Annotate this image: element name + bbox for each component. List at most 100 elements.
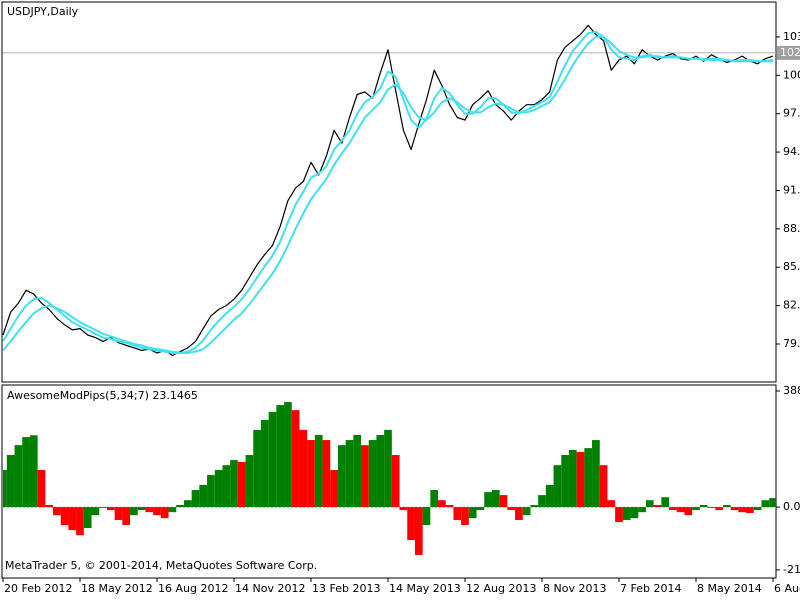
histogram-bar bbox=[199, 484, 208, 508]
chart-title: USDJPY,Daily bbox=[7, 5, 79, 18]
histogram-bar bbox=[468, 507, 477, 519]
moving-average bbox=[2, 35, 773, 354]
histogram-bar bbox=[715, 507, 723, 511]
histogram-bar bbox=[337, 445, 346, 508]
histogram-bar bbox=[638, 507, 646, 513]
histogram-bar bbox=[268, 411, 277, 508]
histogram-bar bbox=[314, 434, 323, 508]
histogram-bar bbox=[530, 504, 539, 508]
histogram-bar bbox=[692, 507, 700, 511]
histogram-bar bbox=[53, 507, 61, 516]
histogram-bar bbox=[307, 440, 315, 508]
histogram-bar bbox=[661, 497, 670, 508]
histogram-bar bbox=[399, 507, 408, 511]
histogram-bar bbox=[137, 507, 146, 511]
histogram-bar bbox=[276, 405, 285, 508]
histogram-bar bbox=[237, 461, 246, 508]
histogram-bar bbox=[214, 469, 223, 508]
histogram-bar bbox=[615, 507, 623, 523]
histogram-bar bbox=[645, 500, 654, 508]
x-tick-label: 8 Nov 2013 bbox=[543, 582, 606, 595]
x-tick-label: 8 May 2014 bbox=[697, 582, 762, 595]
histogram-bar bbox=[14, 445, 23, 508]
histogram-bar bbox=[484, 492, 492, 508]
y-tick-label: 100 bbox=[783, 68, 800, 81]
histogram-bar bbox=[299, 429, 308, 508]
histogram-bar bbox=[461, 507, 469, 526]
histogram-bar bbox=[538, 495, 546, 508]
histogram-bar bbox=[153, 507, 161, 516]
histogram-bar bbox=[669, 507, 677, 511]
histogram-bar bbox=[746, 507, 754, 514]
histogram-bar bbox=[253, 429, 261, 508]
x-tick-label: 14 Nov 2012 bbox=[235, 582, 305, 595]
histogram-bar bbox=[353, 434, 362, 508]
histogram-bar bbox=[376, 434, 385, 508]
x-tick-label: 7 Feb 2014 bbox=[620, 582, 681, 595]
histogram-bar bbox=[561, 455, 569, 508]
histogram-bar bbox=[106, 507, 115, 511]
histogram-bar bbox=[114, 507, 123, 520]
y-tick-label: 91. bbox=[783, 183, 800, 196]
histogram-bar bbox=[130, 507, 138, 516]
histogram-bar bbox=[699, 504, 708, 508]
histogram-bar bbox=[599, 465, 608, 508]
histogram-bar bbox=[207, 475, 215, 508]
histogram-bar bbox=[453, 507, 462, 520]
y-tick-label: 82. bbox=[783, 299, 800, 312]
histogram-bar bbox=[222, 465, 231, 508]
histogram-bar bbox=[684, 507, 693, 516]
histogram-bar bbox=[384, 429, 392, 508]
histogram-bar bbox=[368, 440, 377, 508]
histogram-bar bbox=[545, 484, 554, 508]
histogram-bar bbox=[3, 469, 7, 508]
histogram-bar bbox=[60, 507, 69, 526]
x-tick-label: 14 May 2013 bbox=[389, 582, 461, 595]
histogram-bar bbox=[68, 507, 77, 531]
current-price-label: 102 bbox=[780, 46, 800, 59]
histogram-bar bbox=[622, 507, 631, 520]
histogram-bar bbox=[522, 507, 531, 516]
histogram-bar bbox=[361, 445, 369, 508]
x-tick-label: 16 Aug 2012 bbox=[158, 582, 228, 595]
histogram-bar bbox=[769, 498, 776, 508]
histogram-bar bbox=[576, 452, 585, 508]
y-tick-label: 103 bbox=[783, 30, 800, 43]
histogram-bar bbox=[414, 507, 423, 555]
histogram-bar bbox=[284, 402, 292, 508]
histogram-bar bbox=[730, 507, 739, 511]
price-line bbox=[2, 24, 774, 357]
histogram-bar bbox=[83, 507, 92, 529]
y-tick-label: 88. bbox=[783, 222, 800, 235]
histogram-bar bbox=[345, 440, 354, 508]
x-tick-label: 18 May 2012 bbox=[81, 582, 153, 595]
y-tick-label: 97. bbox=[783, 107, 800, 120]
y-tick-label: 85. bbox=[783, 260, 800, 273]
histogram-bar bbox=[91, 507, 100, 516]
copyright: MetaTrader 5, © 2001-2014, MetaQuotes So… bbox=[5, 559, 317, 572]
histogram-bar bbox=[553, 465, 562, 508]
histogram-bar bbox=[260, 420, 269, 508]
histogram-bar bbox=[753, 507, 762, 511]
indicator-title: AwesomeModPips(5,34;7) 23.1465 bbox=[7, 389, 198, 402]
histogram-bar bbox=[407, 507, 415, 540]
histogram-bar bbox=[491, 490, 500, 508]
histogram-bar bbox=[45, 504, 54, 508]
histogram-bar bbox=[445, 504, 454, 508]
y-tick-label: 94. bbox=[783, 145, 800, 158]
price-panel bbox=[1, 1, 777, 383]
histogram-bar bbox=[168, 507, 177, 513]
histogram-bar bbox=[29, 435, 38, 508]
histogram-bar bbox=[22, 437, 30, 508]
histogram-bar bbox=[653, 504, 662, 508]
histogram-bar bbox=[476, 507, 485, 511]
y-tick-label: 79. bbox=[783, 337, 800, 350]
histogram-bar bbox=[592, 440, 600, 508]
histogram-bar bbox=[507, 507, 516, 511]
histogram-bar bbox=[291, 410, 300, 508]
histogram-bar bbox=[422, 507, 431, 526]
histogram-bar bbox=[761, 500, 770, 508]
histogram-bar bbox=[99, 507, 107, 508]
x-tick-label: 6 Aug bbox=[774, 582, 800, 595]
